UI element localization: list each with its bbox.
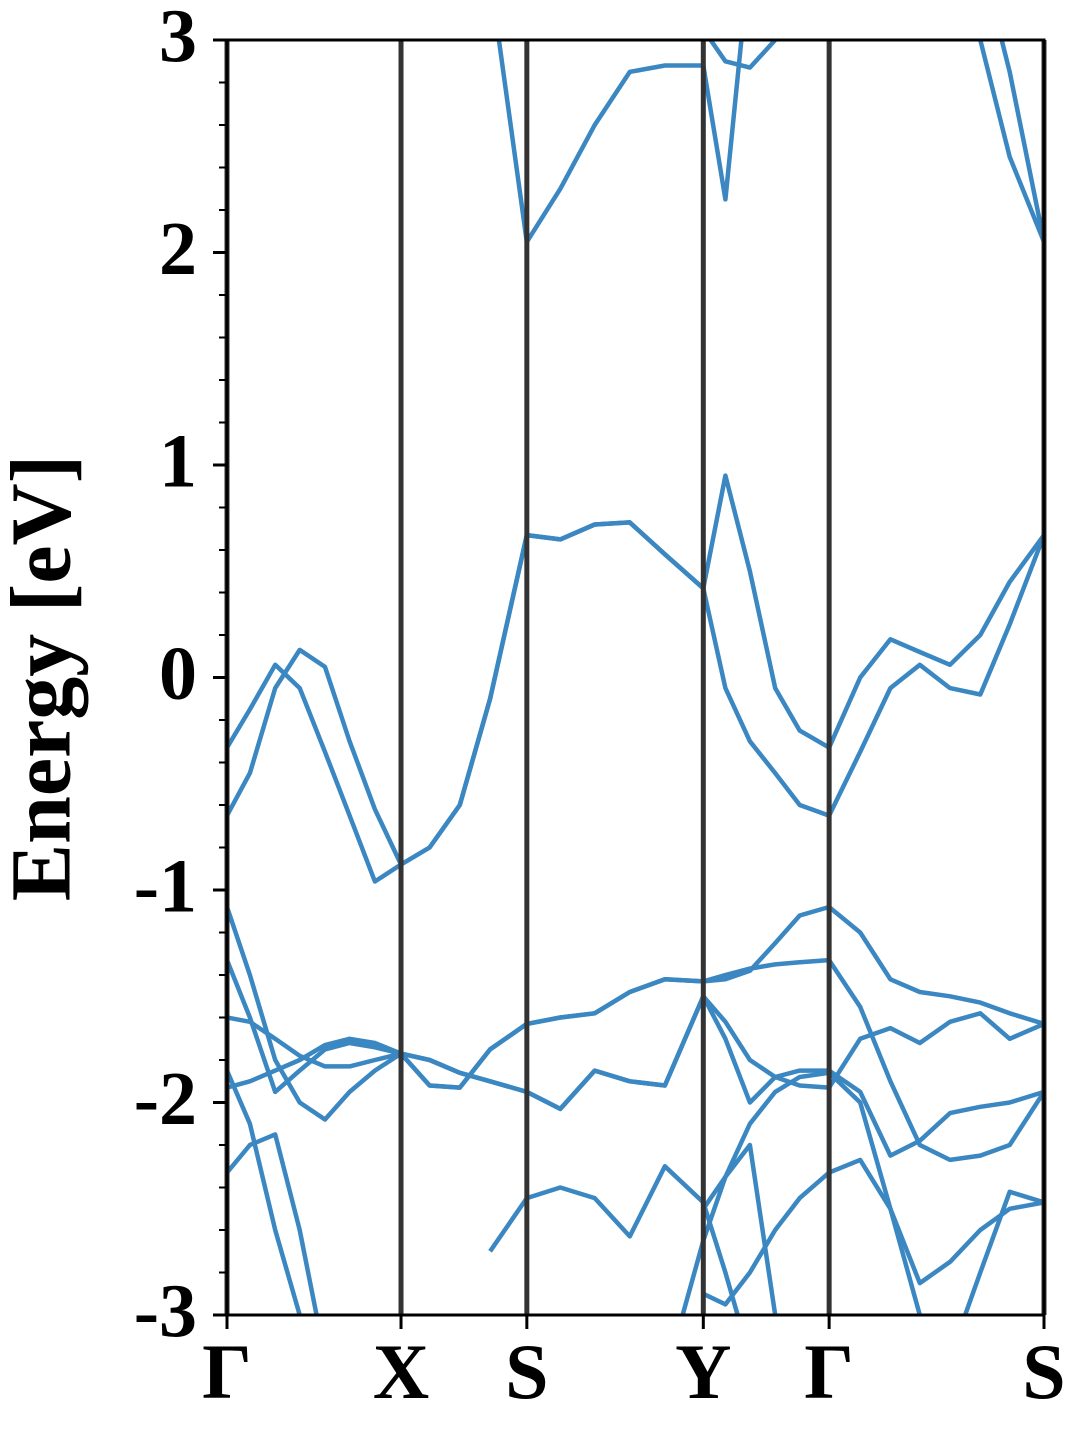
y-tick-label: 3 bbox=[159, 0, 197, 78]
x-tick-label: S bbox=[505, 1328, 548, 1415]
x-tick-label: Γ bbox=[202, 1328, 252, 1415]
band-line bbox=[227, 906, 1044, 1163]
y-tick-label: 1 bbox=[159, 419, 197, 503]
band-line bbox=[227, 520, 1044, 867]
band-line bbox=[496, 40, 744, 245]
y-tick-label: -1 bbox=[134, 844, 197, 928]
band-line bbox=[707, 40, 778, 70]
band-line bbox=[227, 1069, 740, 1315]
band-line bbox=[227, 904, 1044, 1095]
x-tick-label: Y bbox=[675, 1328, 731, 1415]
x-tick-label: S bbox=[1022, 1328, 1065, 1415]
band-line bbox=[962, 1189, 1044, 1315]
y-axis-label: Energy [eV] bbox=[0, 455, 89, 902]
y-tick-label: 0 bbox=[159, 632, 197, 716]
y-tick-label: -3 bbox=[134, 1269, 197, 1353]
band-line bbox=[999, 40, 1044, 243]
band-line bbox=[702, 1157, 1044, 1307]
band-line bbox=[227, 1070, 923, 1315]
x-tick-label: Γ bbox=[804, 1328, 854, 1415]
band-line bbox=[227, 994, 1044, 1158]
x-tick-label: X bbox=[373, 1328, 429, 1415]
plot-frame bbox=[225, 38, 1046, 1317]
plot-area bbox=[227, 40, 1044, 1315]
band-line bbox=[701, 1142, 778, 1315]
band-line bbox=[227, 994, 1044, 1112]
y-tick-label: 2 bbox=[159, 207, 197, 291]
band-line bbox=[227, 473, 1044, 884]
band-line bbox=[977, 40, 1044, 243]
y-tick-label: -2 bbox=[134, 1057, 197, 1141]
